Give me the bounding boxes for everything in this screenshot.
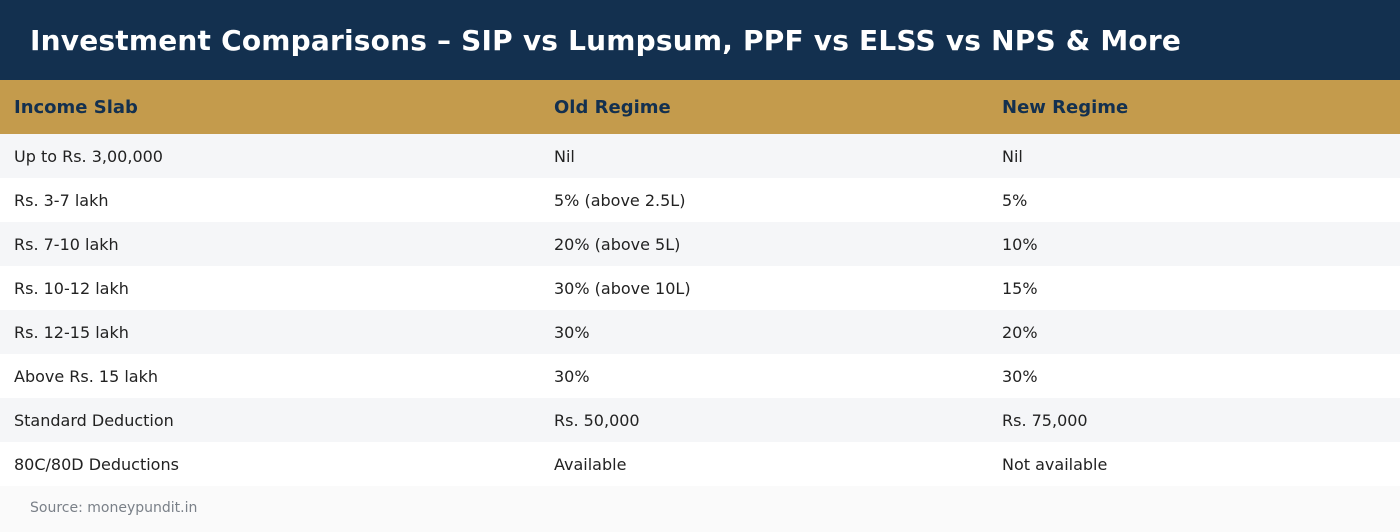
cell-income-slab: Rs. 3-7 lakh [14, 190, 109, 210]
cell-old-regime: 30% [554, 322, 590, 342]
table-row: Up to Rs. 3,00,000 Nil Nil [0, 134, 1400, 178]
column-header-income-slab: Income Slab [14, 96, 138, 118]
cell-new-regime: 10% [1002, 234, 1038, 254]
cell-income-slab: Up to Rs. 3,00,000 [14, 146, 163, 166]
table-row: 80C/80D Deductions Available Not availab… [0, 442, 1400, 486]
cell-new-regime: 5% [1002, 190, 1028, 210]
cell-old-regime: Nil [554, 146, 575, 166]
page-title: Investment Comparisons – SIP vs Lumpsum,… [30, 23, 1182, 57]
cell-income-slab: Rs. 10-12 lakh [14, 278, 129, 298]
tax-slab-table: Income Slab Old Regime New Regime Up to … [0, 80, 1400, 486]
cell-old-regime: 30% (above 10L) [554, 278, 691, 298]
cell-old-regime: Rs. 50,000 [554, 410, 640, 430]
cell-new-regime: Rs. 75,000 [1002, 410, 1088, 430]
column-header-new-regime: New Regime [1002, 96, 1129, 118]
cell-income-slab: Rs. 7-10 lakh [14, 234, 119, 254]
cell-new-regime: 15% [1002, 278, 1038, 298]
cell-old-regime: 20% (above 5L) [554, 234, 681, 254]
table-row: Above Rs. 15 lakh 30% 30% [0, 354, 1400, 398]
cell-income-slab: 80C/80D Deductions [14, 454, 179, 474]
table-row: Rs. 7-10 lakh 20% (above 5L) 10% [0, 222, 1400, 266]
cell-old-regime: 30% [554, 366, 590, 386]
table-row: Rs. 3-7 lakh 5% (above 2.5L) 5% [0, 178, 1400, 222]
cell-income-slab: Rs. 12-15 lakh [14, 322, 129, 342]
source-text: Source: moneypundit.in [30, 500, 198, 516]
cell-income-slab: Above Rs. 15 lakh [14, 366, 159, 386]
cell-new-regime: 20% [1002, 322, 1038, 342]
table-row: Standard Deduction Rs. 50,000 Rs. 75,000 [0, 398, 1400, 442]
table-header-row: Income Slab Old Regime New Regime [0, 80, 1400, 134]
table-row: Rs. 10-12 lakh 30% (above 10L) 15% [0, 266, 1400, 310]
cell-old-regime: Available [554, 454, 627, 474]
source-footnote: Source: moneypundit.in [0, 486, 1400, 530]
cell-new-regime: Not available [1002, 454, 1108, 474]
page-header: Investment Comparisons – SIP vs Lumpsum,… [0, 0, 1400, 80]
cell-income-slab: Standard Deduction [14, 410, 174, 430]
cell-new-regime: 30% [1002, 366, 1038, 386]
cell-new-regime: Nil [1002, 146, 1023, 166]
table-row: Rs. 12-15 lakh 30% 20% [0, 310, 1400, 354]
table-body: Up to Rs. 3,00,000 Nil Nil Rs. 3-7 lakh … [0, 134, 1400, 486]
cell-old-regime: 5% (above 2.5L) [554, 190, 686, 210]
column-header-old-regime: Old Regime [554, 96, 671, 118]
table-header: Income Slab Old Regime New Regime [0, 80, 1400, 134]
